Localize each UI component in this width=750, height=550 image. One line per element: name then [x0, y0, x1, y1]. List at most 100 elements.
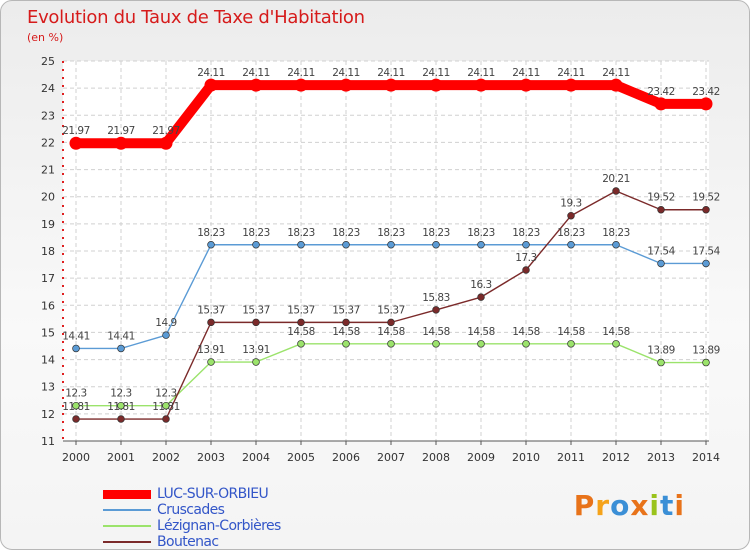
- data-point: [699, 97, 713, 111]
- y-tick-label: 11: [41, 435, 55, 448]
- x-tick-label: 2008: [422, 451, 450, 464]
- legend-swatch: [103, 509, 151, 511]
- x-tick-label: 2009: [467, 451, 495, 464]
- data-label: 15.37: [287, 304, 315, 316]
- data-point: [207, 358, 215, 366]
- x-tick-label: 2005: [287, 451, 315, 464]
- data-point: [474, 78, 488, 92]
- y-tick-label: 25: [41, 55, 55, 68]
- data-label: 18.23: [602, 227, 630, 239]
- data-label: 17.3: [515, 252, 536, 264]
- y-tick-label: 16: [41, 299, 55, 312]
- x-tick-label: 2002: [152, 451, 180, 464]
- data-label: 15.37: [332, 304, 360, 316]
- logo-letter: o: [610, 489, 631, 522]
- data-point: [159, 136, 173, 150]
- data-point: [117, 344, 125, 353]
- logo-letter: r: [595, 489, 611, 522]
- data-point: [252, 358, 260, 366]
- unit-label: (en %): [27, 31, 64, 44]
- data-point: [609, 78, 623, 92]
- data-point: [207, 241, 215, 249]
- data-point: [387, 318, 395, 327]
- data-point: [564, 78, 578, 92]
- y-tick-label: 22: [41, 136, 55, 149]
- data-point: [252, 318, 260, 327]
- legend-label: Lézignan-Corbières: [157, 518, 281, 534]
- data-label: 24.11: [557, 67, 585, 79]
- data-label: 11.81: [152, 401, 180, 413]
- data-label: 13.89: [647, 345, 675, 357]
- data-point: [612, 187, 620, 195]
- data-label: 21.97: [152, 125, 180, 137]
- y-tick-label: 12: [41, 408, 55, 421]
- data-point: [249, 78, 263, 92]
- data-label: 15.37: [242, 304, 270, 316]
- data-point: [657, 205, 665, 214]
- x-tick-label: 2012: [602, 451, 630, 464]
- x-tick-label: 2010: [512, 451, 540, 464]
- logo-letter: x: [630, 489, 650, 522]
- data-label: 18.23: [467, 227, 495, 239]
- data-point: [477, 340, 485, 348]
- data-label: 23.42: [647, 86, 675, 98]
- data-point: [432, 306, 440, 314]
- data-point: [162, 415, 170, 423]
- y-tick-label: 13: [41, 381, 55, 394]
- data-point: [294, 78, 308, 92]
- legend-item: Cruscades: [103, 502, 281, 518]
- x-tick-label: 2006: [332, 451, 360, 464]
- data-label: 19.52: [692, 192, 720, 204]
- data-point: [342, 340, 350, 348]
- data-point: [207, 318, 215, 327]
- data-label: 15.37: [197, 304, 225, 316]
- data-label: 24.11: [467, 67, 495, 79]
- data-point: [117, 401, 125, 410]
- data-label: 17.54: [647, 245, 675, 257]
- legend-item: LUC-SUR-ORBIEU: [103, 486, 281, 502]
- y-tick-label: 14: [41, 354, 55, 367]
- data-point: [477, 293, 485, 301]
- data-label: 14.58: [602, 326, 630, 338]
- chart-title: Evolution du Taux de Taxe d'Habitation: [27, 7, 365, 28]
- data-label: 14.9: [155, 317, 176, 329]
- data-point: [114, 136, 128, 150]
- data-point: [162, 401, 170, 410]
- data-point: [702, 259, 710, 268]
- data-label: 24.11: [422, 67, 450, 79]
- legend-swatch: [103, 525, 151, 527]
- y-tick-label: 18: [41, 245, 55, 258]
- data-label: 24.11: [197, 67, 225, 79]
- y-tick-label: 19: [41, 218, 55, 231]
- data-point: [477, 241, 485, 249]
- data-label: 14.41: [62, 330, 90, 342]
- data-label: 13.91: [197, 344, 225, 356]
- legend-label: Cruscades: [157, 502, 225, 518]
- data-point: [252, 241, 260, 249]
- data-label: 11.81: [62, 401, 90, 413]
- data-point: [522, 266, 530, 274]
- x-tick-label: 2007: [377, 451, 405, 464]
- data-point: [432, 241, 440, 249]
- logo-letter: i: [649, 489, 660, 522]
- data-point: [567, 241, 575, 249]
- data-label: 19.3: [560, 198, 581, 210]
- data-point: [702, 358, 710, 367]
- x-tick-label: 2013: [647, 451, 675, 464]
- legend-swatch: [103, 489, 151, 499]
- data-label: 16.3: [470, 279, 491, 291]
- x-tick-label: 2000: [62, 451, 90, 464]
- legend-swatch: [103, 541, 151, 543]
- data-point: [72, 401, 80, 410]
- data-point: [612, 241, 620, 249]
- y-tick-label: 24: [41, 82, 55, 95]
- data-point: [519, 78, 533, 92]
- y-tick-label: 23: [41, 109, 55, 122]
- data-point: [432, 340, 440, 348]
- x-tick-label: 2014: [692, 451, 720, 464]
- logo-letter: P: [573, 489, 596, 522]
- data-label: 14.58: [467, 326, 495, 338]
- data-label: 18.23: [512, 227, 540, 239]
- y-tick-label: 21: [41, 164, 55, 177]
